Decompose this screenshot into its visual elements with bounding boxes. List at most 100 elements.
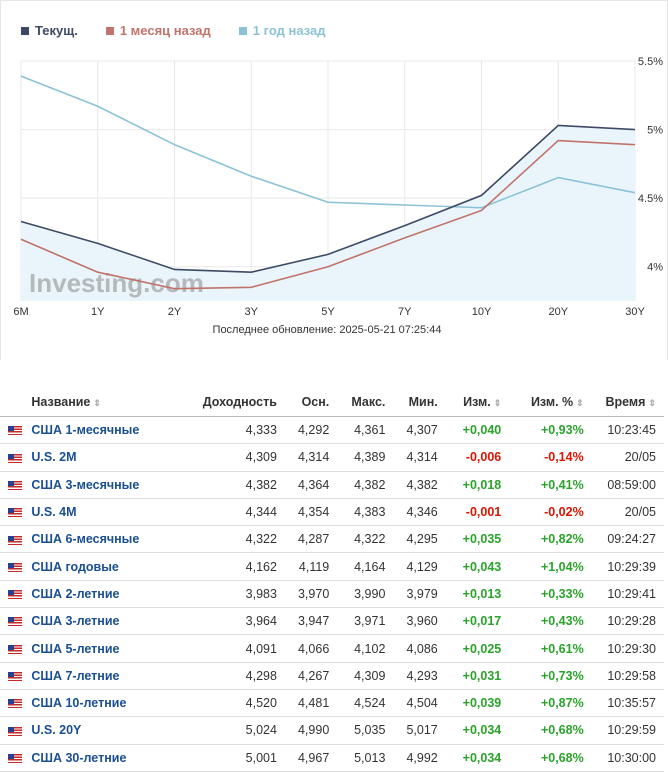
cell-low: 5,017: [393, 717, 445, 744]
x-tick-label: 5Y: [321, 306, 335, 318]
cell-low: 4,295: [393, 526, 445, 553]
cell-low: 4,086: [393, 635, 445, 662]
bond-name-link[interactable]: U.S. 2M: [31, 450, 76, 464]
us-flag-icon: [8, 563, 22, 572]
us-flag-icon: [8, 617, 22, 626]
cell-chg: +0,040: [446, 417, 510, 444]
x-tick-label: 30Y: [625, 306, 645, 318]
cell-yield: 3,983: [199, 580, 285, 607]
bond-name-link[interactable]: США 2-летние: [31, 587, 119, 601]
x-tick-label: 10Y: [472, 306, 492, 318]
cell-low: 4,314: [393, 444, 445, 471]
cell-chg: +0,025: [446, 635, 510, 662]
cell-chg-pct: +0,43%: [509, 608, 591, 635]
cell-high: 3,971: [337, 608, 393, 635]
bond-name-link[interactable]: США 5-летние: [31, 642, 119, 656]
us-flag-icon: [8, 454, 22, 463]
y-tick-label: 5%: [647, 125, 663, 137]
cell-high: 4,524: [337, 689, 393, 716]
bond-name-link[interactable]: США 3-месячные: [31, 478, 139, 492]
header-high[interactable]: Макс.: [337, 388, 393, 417]
us-flag-icon-cell: [0, 471, 30, 498]
cell-low: 4,992: [393, 744, 445, 771]
us-flag-icon: [8, 536, 22, 545]
cell-chg-pct: +1,04%: [509, 553, 591, 580]
cell-chg: +0,034: [446, 744, 510, 771]
bond-name-cell: U.S. 2M: [30, 444, 199, 471]
cell-high: 4,382: [337, 471, 393, 498]
cell-yield: 4,333: [199, 417, 285, 444]
cell-high: 4,389: [337, 444, 393, 471]
bond-name-cell: США 1-месячные: [30, 417, 199, 444]
y-tick-labels: 4%4.5%5%5.5%: [638, 56, 663, 274]
cell-prev: 3,970: [285, 580, 337, 607]
bond-name-cell: США 5-летние: [30, 635, 199, 662]
cell-prev: 4,314: [285, 444, 337, 471]
us-flag-icon-cell: [0, 717, 30, 744]
bond-name-link[interactable]: США 10-летние: [31, 696, 126, 710]
bond-name-link[interactable]: США 30-летние: [31, 751, 126, 765]
cell-chg-pct: -0,14%: [509, 444, 591, 471]
bond-name-link[interactable]: США 1-месячные: [31, 423, 139, 437]
bond-name-cell: США 10-летние: [30, 689, 199, 716]
cell-chg-pct: +0,68%: [509, 717, 591, 744]
cell-high: 4,309: [337, 662, 393, 689]
header-yield[interactable]: Доходность: [199, 388, 285, 417]
cell-time: 20/05: [592, 498, 664, 525]
header-low[interactable]: Мин.: [393, 388, 445, 417]
bond-name-link[interactable]: США 7-летние: [31, 669, 119, 683]
cell-high: 5,035: [337, 717, 393, 744]
bond-name-link[interactable]: США годовые: [31, 560, 118, 574]
bond-table-wrapper: Название⇕ Доходность Осн. Макс. Мин. Изм…: [0, 388, 668, 772]
x-tick-label: 7Y: [398, 306, 412, 318]
us-flag-icon-cell: [0, 662, 30, 689]
bond-name-cell: США 2-летние: [30, 580, 199, 607]
bond-name-link[interactable]: U.S. 20Y: [31, 723, 81, 737]
x-tick-label: 3Y: [245, 306, 259, 318]
cell-yield: 5,001: [199, 744, 285, 771]
cell-low: 4,129: [393, 553, 445, 580]
header-change-pct[interactable]: Изм. %⇕: [509, 388, 591, 417]
bond-name-cell: США 7-летние: [30, 662, 199, 689]
cell-time: 10:35:57: [592, 689, 664, 716]
cell-prev: 4,364: [285, 471, 337, 498]
header-change[interactable]: Изм.⇕: [446, 388, 510, 417]
cell-chg: +0,018: [446, 471, 510, 498]
bond-name-link[interactable]: U.S. 4M: [31, 505, 76, 519]
cell-low: 4,307: [393, 417, 445, 444]
investing-watermark: Investing.com: [29, 268, 204, 298]
us-flag-icon-cell: [0, 444, 30, 471]
cell-chg: +0,034: [446, 717, 510, 744]
us-flag-icon-cell: [0, 417, 30, 444]
header-name-label: Название: [31, 395, 90, 409]
cell-prev: 4,354: [285, 498, 337, 525]
bond-name-link[interactable]: США 6-месячные: [31, 532, 139, 546]
bond-name-cell: США 3-месячные: [30, 471, 199, 498]
cell-time: 09:24:27: [592, 526, 664, 553]
header-name[interactable]: Название⇕: [30, 388, 199, 417]
header-change-pct-label: Изм. %: [531, 395, 573, 409]
cell-time: 10:23:45: [592, 417, 664, 444]
cell-prev: 4,481: [285, 689, 337, 716]
us-flag-icon: [8, 426, 22, 435]
us-flag-icon: [8, 672, 22, 681]
bond-name-cell: США 3-летние: [30, 608, 199, 635]
bond-name-link[interactable]: США 3-летние: [31, 614, 119, 628]
header-time[interactable]: Время⇕: [592, 388, 664, 417]
header-prev[interactable]: Осн.: [285, 388, 337, 417]
cell-chg-pct: +0,73%: [509, 662, 591, 689]
